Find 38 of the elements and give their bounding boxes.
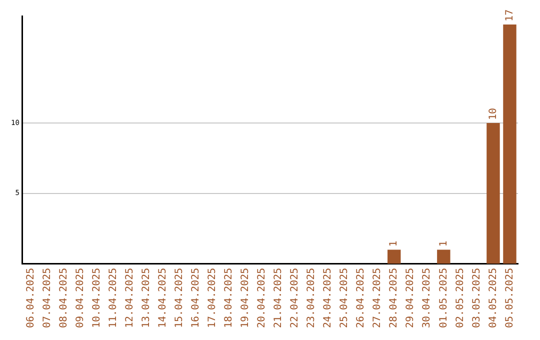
x-tick-label: 29.04.2025 xyxy=(405,268,416,328)
x-tick-label: 27.04.2025 xyxy=(372,268,384,328)
x-tick-label: 24.04.2025 xyxy=(322,268,334,328)
x-tick-label: 03.05.2025 xyxy=(471,268,482,328)
x-tick-label: 25.04.2025 xyxy=(339,268,350,328)
data-label: 10 xyxy=(488,108,499,120)
bar xyxy=(388,250,401,264)
x-tick-label: 26.04.2025 xyxy=(356,268,367,328)
x-tick-label: 10.04.2025 xyxy=(91,268,102,328)
bar xyxy=(437,250,450,264)
data-label: 17 xyxy=(504,9,516,22)
x-tick-label: 15.04.2025 xyxy=(174,268,185,328)
x-tick-label: 20.04.2025 xyxy=(256,268,268,328)
x-tick-label: 14.04.2025 xyxy=(157,268,168,328)
bar xyxy=(486,123,500,264)
x-tick-label: 08.04.2025 xyxy=(58,268,70,328)
x-tick-label: 12.04.2025 xyxy=(124,268,136,328)
data-label: 1 xyxy=(438,240,450,247)
x-tick-label: 22.04.2025 xyxy=(290,268,301,328)
x-tick-label: 07.04.2025 xyxy=(42,268,53,328)
x-tick-label: 06.04.2025 xyxy=(25,268,36,328)
x-tick-label: 05.05.2025 xyxy=(504,268,516,328)
bar xyxy=(503,24,516,264)
x-tick-label: 17.04.2025 xyxy=(206,268,218,328)
data-label: 1 xyxy=(388,240,400,247)
x-tick-label: 02.05.2025 xyxy=(454,268,466,328)
x-tick-label: 28.04.2025 xyxy=(388,268,400,328)
x-tick-label: 04.05.2025 xyxy=(488,268,499,328)
x-tick-label: 09.04.2025 xyxy=(74,268,86,328)
x-tick-label: 30.04.2025 xyxy=(422,268,433,328)
x-tick-label: 19.04.2025 xyxy=(240,268,252,328)
x-tick-label: 23.04.2025 xyxy=(306,268,318,328)
x-tick-label: 11.04.2025 xyxy=(108,268,119,328)
x-tick-label: 16.04.2025 xyxy=(190,268,202,328)
x-tick-label: 01.05.2025 xyxy=(438,268,450,328)
x-tick-label: 13.04.2025 xyxy=(140,268,152,328)
x-tick-label: 21.04.2025 xyxy=(273,268,284,328)
x-tick-label: 18.04.2025 xyxy=(224,268,235,328)
